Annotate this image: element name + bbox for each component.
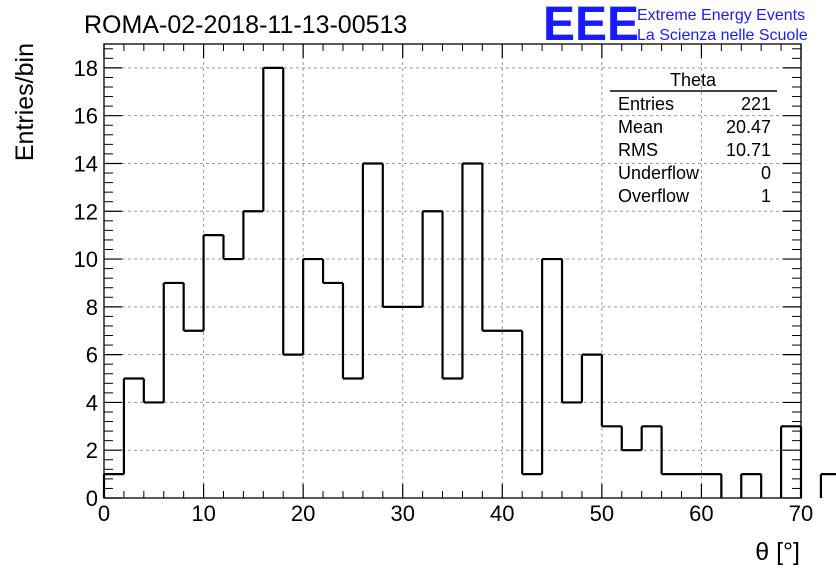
histogram-bin	[202, 234, 224, 331]
stats-title: Theta	[670, 70, 717, 90]
x-axis-label: θ [°]	[755, 538, 800, 566]
y-tick-label: 2	[86, 438, 98, 463]
histogram-bin	[421, 210, 443, 307]
y-tick-label: 8	[86, 295, 98, 320]
stats-box: Theta Entries 221 Mean 20.47 RMS 10.71 Underfl…	[610, 70, 777, 206]
histogram-bin	[541, 257, 563, 475]
histogram-bin	[321, 259, 343, 285]
eee-logo-text: EEE	[543, 0, 639, 51]
histogram-bin	[819, 473, 836, 498]
histogram-bin	[461, 162, 483, 379]
x-tick-label: 70	[789, 501, 813, 526]
histogram-bin	[242, 210, 264, 260]
x-tick-label: 60	[689, 501, 713, 526]
y-tick-label: 16	[74, 104, 98, 129]
histogram-bin	[580, 353, 602, 403]
histogram-bin	[282, 67, 304, 356]
histogram-bin	[600, 354, 622, 428]
histogram-bin	[262, 66, 284, 212]
histogram-bin	[381, 163, 403, 308]
histogram-bin	[660, 426, 682, 476]
histogram-bin	[740, 473, 762, 498]
y-tick-label: 10	[74, 247, 98, 272]
stats-value: 10.71	[726, 140, 771, 160]
histogram-bin	[122, 377, 144, 475]
stats-value: 20.47	[726, 117, 771, 137]
histogram-bin	[779, 425, 801, 498]
histogram-bin	[341, 282, 363, 380]
stats-value: 221	[741, 94, 771, 114]
histogram-bars	[102, 66, 836, 498]
histogram-bin	[142, 378, 164, 404]
x-tick-label: 10	[191, 501, 215, 526]
logo-line-2: La Scienza nelle Scuole	[637, 27, 808, 44]
stats-label: Overflow	[618, 186, 690, 206]
histogram-bin	[302, 257, 324, 355]
y-tick-label: 4	[86, 390, 98, 415]
y-axis-label: Entries/bin	[11, 43, 39, 161]
x-tick-label: 30	[390, 501, 414, 526]
histogram-bin	[441, 211, 463, 380]
histogram-bin	[521, 330, 543, 476]
histogram-bin	[560, 259, 582, 404]
logo-line-1: Extreme Energy Events	[637, 7, 805, 24]
histogram-bin	[481, 163, 503, 332]
x-tick-label: 50	[590, 501, 614, 526]
y-tick-label: 14	[74, 151, 98, 176]
stats-label: Mean	[618, 117, 663, 137]
histogram-bin	[162, 281, 184, 403]
y-tick-label: 6	[86, 343, 98, 368]
plot-frame	[103, 43, 802, 499]
histogram-bin	[361, 162, 383, 379]
stats-value: 0	[761, 163, 771, 183]
histogram-bin	[182, 282, 204, 332]
y-tick-label: 12	[74, 199, 98, 224]
stats-label: Underflow	[618, 163, 700, 183]
stats-label: Entries	[618, 94, 674, 114]
histogram-bin	[640, 425, 662, 451]
x-tick-label: 20	[291, 501, 315, 526]
y-tick-label: 0	[86, 486, 98, 511]
x-tick-label: 40	[490, 501, 514, 526]
eee-logo: EEE Extreme Energy Events La Scienza nel…	[543, 0, 808, 51]
stats-value: 1	[761, 186, 771, 206]
y-tick-label: 18	[74, 56, 98, 81]
grid-lines	[104, 44, 801, 498]
histogram-bin	[222, 235, 244, 261]
chart-title: ROMA-02-2018-11-13-00513	[84, 11, 407, 39]
histogram-bin	[620, 426, 642, 452]
axis-ticks	[103, 44, 802, 499]
stats-label: RMS	[618, 140, 658, 160]
x-tick-label: 0	[98, 501, 110, 526]
histogram-bin	[102, 473, 124, 498]
